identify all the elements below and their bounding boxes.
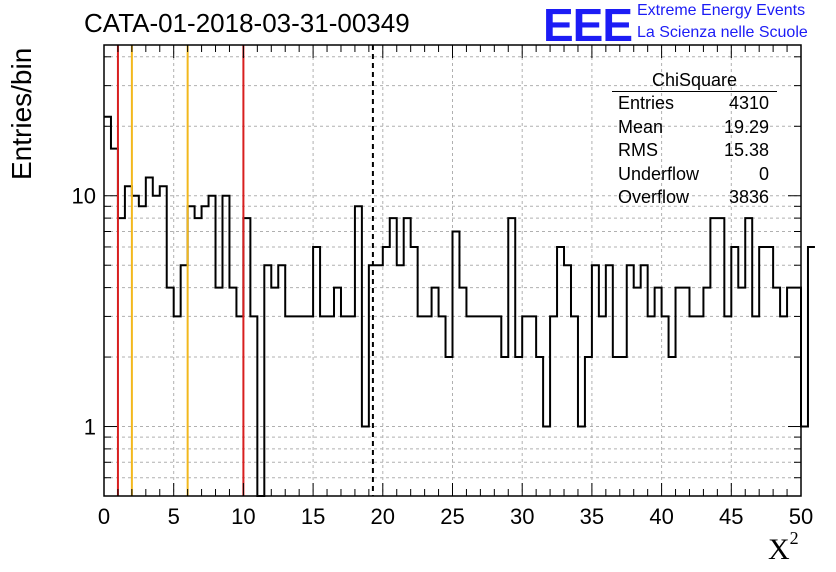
x-tick-label: 10 <box>231 504 255 529</box>
y-tick-label: 10 <box>72 184 96 209</box>
histogram-title: CATA-01-2018-03-31-00349 <box>84 8 410 38</box>
stats-row-underflow: Underflow 0 <box>612 163 777 187</box>
stats-row-entries: Entries 4310 <box>612 92 777 116</box>
logo-line-la-scienza: La Scienza nelle Scuole <box>637 24 808 41</box>
stats-label: Mean <box>618 116 664 137</box>
stats-label: Underflow <box>618 163 700 184</box>
x-tick-label: 30 <box>510 504 534 529</box>
x-axis-label-superscript: 2 <box>789 528 799 548</box>
stats-row-overflow: Overflow 3836 <box>612 186 777 210</box>
stats-label: RMS <box>618 140 658 160</box>
stats-label: Overflow <box>618 187 690 207</box>
logo-line-extreme-energy-events: Extreme Energy Events <box>637 2 806 19</box>
x-tick-label: 0 <box>98 504 110 529</box>
y-tick-label: 1 <box>84 415 96 440</box>
x-axis-label-text: X <box>768 533 790 566</box>
x-tick-label: 40 <box>649 504 673 529</box>
x-tick-label: 5 <box>168 504 180 529</box>
x-axis-label: X2 <box>768 528 799 567</box>
stats-value: 4310 <box>728 93 769 113</box>
stats-row-rms: RMS 15.38 <box>612 139 777 163</box>
stats-value: 3836 <box>728 187 769 207</box>
x-tick-label: 35 <box>580 504 604 529</box>
stats-value: 19.29 <box>723 116 769 137</box>
stats-value: 15.38 <box>723 140 769 160</box>
x-tick-label: 50 <box>789 504 813 529</box>
stats-value: 0 <box>758 163 769 184</box>
histogram-series <box>104 115 815 497</box>
stats-box: ChiSquare Entries 4310 Mean 19.29 RMS 15… <box>612 70 777 210</box>
x-tick-label: 15 <box>301 504 325 529</box>
stats-row-mean: Mean 19.29 <box>612 116 777 140</box>
x-tick-label: 25 <box>440 504 464 529</box>
eee-logo: EEE <box>543 0 633 51</box>
x-tick-label: 20 <box>371 504 395 529</box>
stats-title: ChiSquare <box>612 70 777 92</box>
stats-label: Entries <box>618 93 675 113</box>
x-tick-label: 45 <box>719 504 743 529</box>
